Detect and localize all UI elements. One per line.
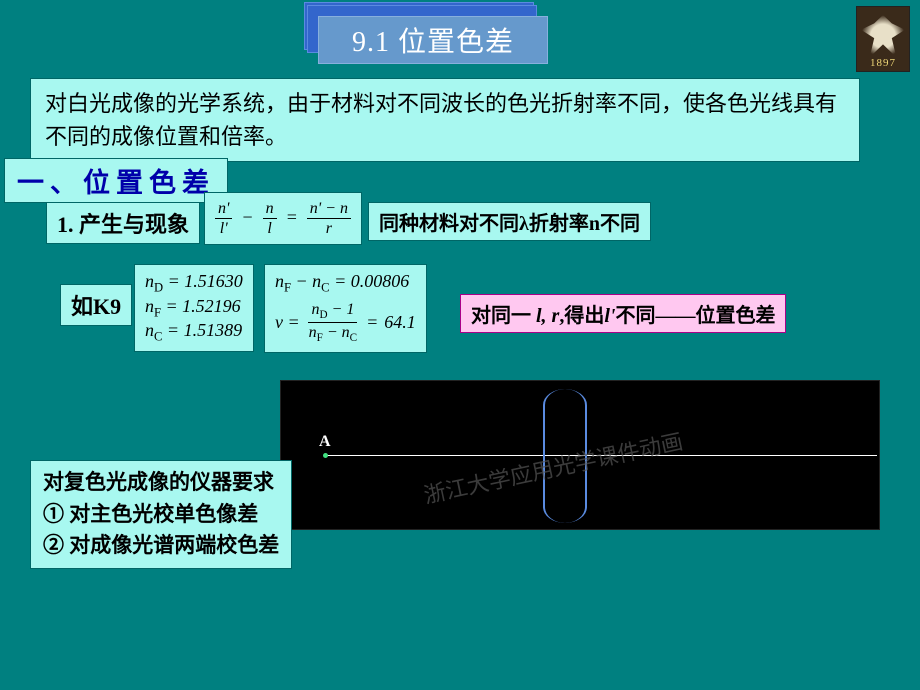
slide-title: 9.1 位置色差: [318, 16, 548, 64]
logo-year: 1897: [870, 57, 896, 71]
subsection-label: 1. 产生与现象: [46, 202, 200, 244]
university-logo: 1897: [856, 6, 910, 72]
k9-dispersion: nF − nC = 0.00806 ν = nD − 1 nF − nC = 6…: [264, 264, 427, 353]
lens-equation: n'l' − nl = n' − nr: [204, 192, 362, 245]
req-1: ① 对主色光校单色像差: [43, 502, 258, 526]
nC-value: 1.51389: [184, 320, 243, 340]
requirements-box: 对复色光成像的仪器要求 ① 对主色光校单色像差 ② 对成像光谱两端校色差: [30, 460, 292, 569]
intro-paragraph: 对白光成像的光学系统，由于材料对不同波长的色光折射率不同，使各色光线具有不同的成…: [30, 78, 860, 162]
note-material-lambda: 同种材料对不同λ折射率n不同: [368, 202, 651, 241]
k9-indices: nD = 1.51630 nF = 1.52196 nC = 1.51389: [134, 264, 254, 352]
k9-label: 如K9: [60, 284, 132, 326]
slide-title-stack: 9.1 位置色差: [310, 8, 540, 56]
nD-value: 1.51630: [184, 271, 243, 291]
req-title: 对复色光成像的仪器要求: [43, 470, 274, 494]
nFnC-diff: 0.00806: [351, 271, 410, 291]
point-a-dot: [323, 453, 328, 458]
req-2: ② 对成像光谱两端校色差: [43, 533, 279, 557]
nu-value: 64.1: [384, 312, 416, 334]
section-heading: 一、位置色差: [4, 158, 228, 203]
nF-value: 1.52196: [182, 296, 241, 316]
point-a-label: A: [319, 433, 331, 451]
eagle-icon: [861, 15, 905, 57]
optical-diagram: A 浙江大学应用光学课件动画: [280, 380, 880, 530]
conclusion-pink: 对同一 l, r,得出l'不同——位置色差: [460, 294, 786, 333]
